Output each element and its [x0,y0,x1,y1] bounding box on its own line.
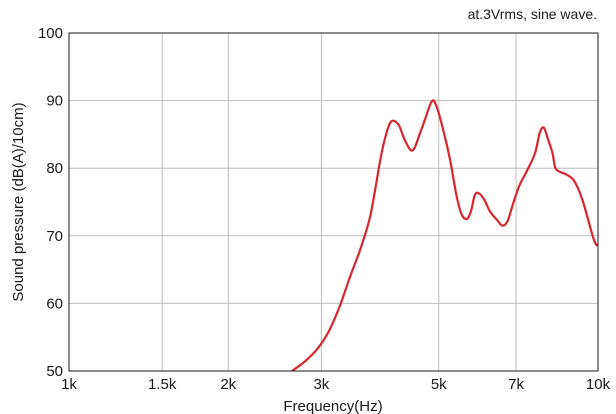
y-tick-label: 70 [46,228,63,245]
y-tick-label: 80 [46,160,63,177]
x-tick-label: 1.5k [148,376,177,393]
x-tick-label: 1k [61,376,77,393]
series-line [290,99,598,371]
y-tick-label: 100 [38,25,63,42]
x-axis-ticks: 1k 1.5k 2k 3k 5k 7k 10k [61,376,611,393]
y-tick-label: 60 [46,295,63,312]
chart-annotation: at.3Vrms, sine wave. [468,6,597,22]
x-axis-label: Frequency(Hz) [283,398,382,414]
x-tick-label: 3k [313,376,329,393]
x-tick-label: 5k [431,376,447,393]
plot-area [290,99,598,371]
x-tick-label: 2k [220,376,236,393]
y-tick-label: 90 [46,93,63,110]
y-axis-ticks: 50 60 70 80 90 100 [38,25,63,380]
grid-lines [69,33,598,371]
plot-frame [68,32,599,372]
y-axis-label: Sound pressure (dB(A)/10cm) [10,102,27,301]
x-tick-label: 10k [586,376,611,393]
y-tick-label: 50 [46,363,63,380]
x-tick-label: 7k [508,376,524,393]
